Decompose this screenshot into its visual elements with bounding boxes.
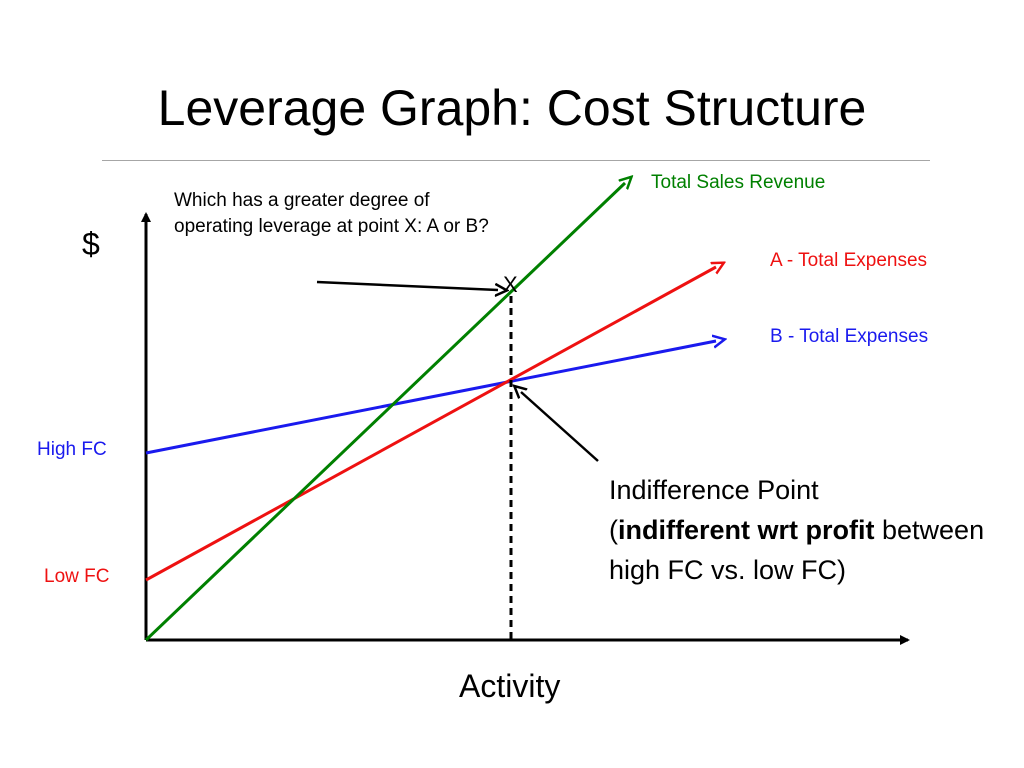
indifference-rest: between high FC vs. low FC) (609, 515, 985, 585)
indifference-pointer-arrow (521, 392, 599, 462)
legend-total-sales-revenue: Total Sales Revenue (651, 172, 826, 193)
x-axis-label: Activity (459, 668, 561, 704)
title-divider (102, 160, 930, 161)
y-axis-label: $ (82, 226, 100, 262)
indifference-bold-text: indifferent wrt profit (618, 515, 875, 545)
question-pointer-arrow (316, 280, 498, 290)
indifference-point-note: Indifference Point (indifferent wrt prof… (609, 470, 989, 590)
indifference-line1: Indifference Point (609, 475, 819, 505)
indifference-open-paren: ( (609, 515, 618, 545)
b-total-expenses-line (145, 341, 716, 455)
question-text: Which has a greater degree of operating … (174, 190, 489, 237)
total-sales-revenue-line (144, 183, 625, 642)
legend-b-total-expenses: B - Total Expenses (770, 326, 929, 347)
point-x-label: X (503, 272, 518, 297)
low-fc-label: Low FC (44, 566, 110, 587)
high-fc-label: High FC (37, 439, 107, 460)
legend-a-total-expenses: A - Total Expenses (770, 250, 928, 271)
slide-title: Leverage Graph: Cost Structure (157, 80, 867, 136)
a-total-expenses-line (145, 267, 716, 582)
